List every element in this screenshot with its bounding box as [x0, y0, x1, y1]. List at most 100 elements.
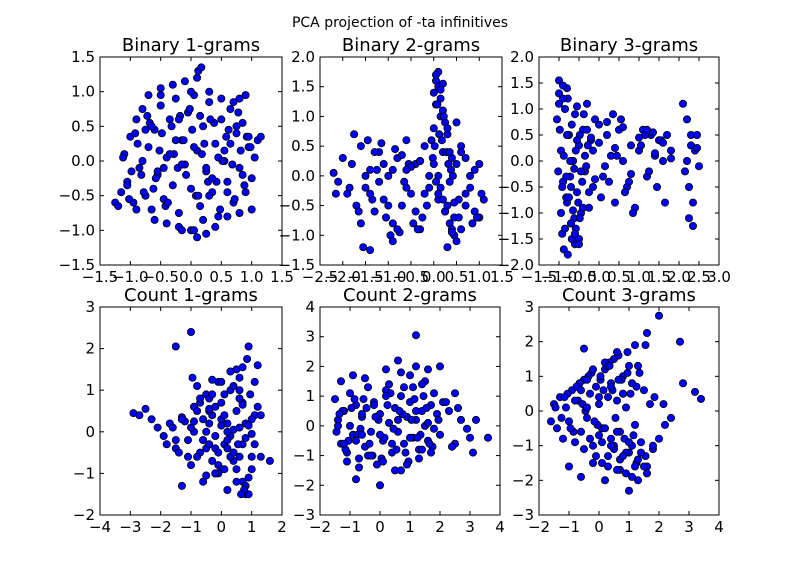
data-point	[431, 177, 440, 186]
subplot-title: Count 3-grams	[562, 285, 696, 306]
data-point	[223, 436, 232, 445]
data-point	[413, 433, 422, 442]
data-point	[603, 130, 612, 139]
data-point	[363, 136, 372, 145]
data-point	[622, 403, 631, 412]
data-point	[595, 120, 604, 129]
data-point	[681, 167, 690, 176]
data-point	[217, 115, 226, 124]
data-point	[603, 118, 612, 127]
x-tick-label: −4	[89, 518, 111, 536]
data-point	[361, 171, 370, 180]
data-point	[217, 398, 226, 407]
data-point	[189, 143, 198, 152]
y-tick-label: −1.0	[59, 221, 95, 239]
data-point	[250, 377, 259, 386]
x-tick-label: 2.5	[687, 268, 711, 286]
data-point	[402, 165, 411, 174]
data-point	[330, 395, 339, 404]
data-point	[399, 383, 408, 392]
data-point	[613, 465, 622, 474]
plot-area	[539, 307, 719, 515]
data-point	[418, 213, 427, 222]
data-point	[186, 87, 195, 96]
data-point	[247, 465, 256, 474]
data-point	[132, 115, 141, 124]
subplot-title: Count 1-grams	[124, 285, 258, 306]
scatter-points	[111, 63, 265, 242]
data-point	[575, 240, 584, 249]
subplot-4: −4 −3 −2 −1 0 1 2 −2 −1 0 1 2 3 Count 1-grams	[73, 285, 287, 536]
data-point	[611, 413, 620, 422]
data-point	[214, 212, 223, 221]
data-point	[614, 375, 623, 384]
data-point	[391, 145, 400, 154]
data-point	[393, 356, 402, 365]
y-tick-label: −2	[293, 476, 315, 494]
data-point	[139, 188, 148, 197]
data-point	[443, 243, 452, 252]
data-point	[247, 174, 256, 183]
data-point	[571, 396, 580, 405]
data-point	[601, 476, 610, 485]
data-point	[157, 129, 166, 138]
data-point	[429, 124, 438, 133]
y-tick-label: 0.5	[291, 137, 315, 155]
x-tick-label: 4	[495, 518, 505, 536]
data-point	[613, 396, 622, 405]
data-point	[345, 421, 354, 430]
data-point	[437, 136, 446, 145]
data-point	[223, 485, 232, 494]
data-point	[411, 406, 420, 415]
data-point	[179, 136, 188, 145]
plot-area	[100, 307, 282, 515]
data-point	[397, 201, 406, 210]
data-point	[144, 91, 153, 100]
data-point	[217, 421, 226, 430]
subplot-3: −1.5−1.0−0.50.00.51.01.52.02.53.0−2.0−1.…	[498, 35, 731, 286]
data-point	[563, 250, 572, 259]
data-point	[384, 201, 393, 210]
data-point	[577, 472, 586, 481]
x-tick-label: 1	[624, 518, 634, 536]
data-point	[595, 393, 604, 402]
data-point	[634, 455, 643, 464]
data-point	[443, 201, 452, 210]
data-point	[457, 148, 466, 157]
x-tick-label: 0.5	[445, 268, 469, 286]
data-point	[193, 406, 202, 415]
data-point	[205, 404, 214, 413]
data-point	[434, 189, 443, 198]
data-point	[651, 149, 660, 158]
data-point	[590, 417, 599, 426]
data-point	[599, 386, 608, 395]
data-point	[454, 213, 463, 222]
data-point	[667, 413, 676, 422]
data-point	[247, 452, 256, 461]
data-point	[591, 175, 600, 184]
data-point	[141, 404, 150, 413]
data-point	[370, 207, 379, 216]
y-tick-label: 0	[85, 423, 95, 441]
data-point	[381, 365, 390, 374]
data-point	[144, 143, 153, 152]
data-point	[683, 115, 692, 124]
data-point	[655, 311, 664, 320]
data-point	[189, 417, 198, 426]
data-point	[613, 348, 622, 357]
data-point	[447, 228, 456, 237]
subplot-title: Binary 3-grams	[560, 35, 698, 56]
y-tick-label: 3	[85, 298, 95, 316]
y-tick-label: 1.0	[291, 107, 315, 125]
data-point	[573, 136, 582, 145]
data-point	[236, 146, 245, 155]
data-point	[613, 427, 622, 436]
data-point	[561, 105, 570, 114]
y-tick-label: −1.5	[279, 256, 315, 274]
data-point	[244, 342, 253, 351]
data-point	[566, 424, 575, 433]
data-point	[241, 188, 250, 197]
data-point	[202, 471, 211, 480]
data-point	[443, 124, 452, 133]
